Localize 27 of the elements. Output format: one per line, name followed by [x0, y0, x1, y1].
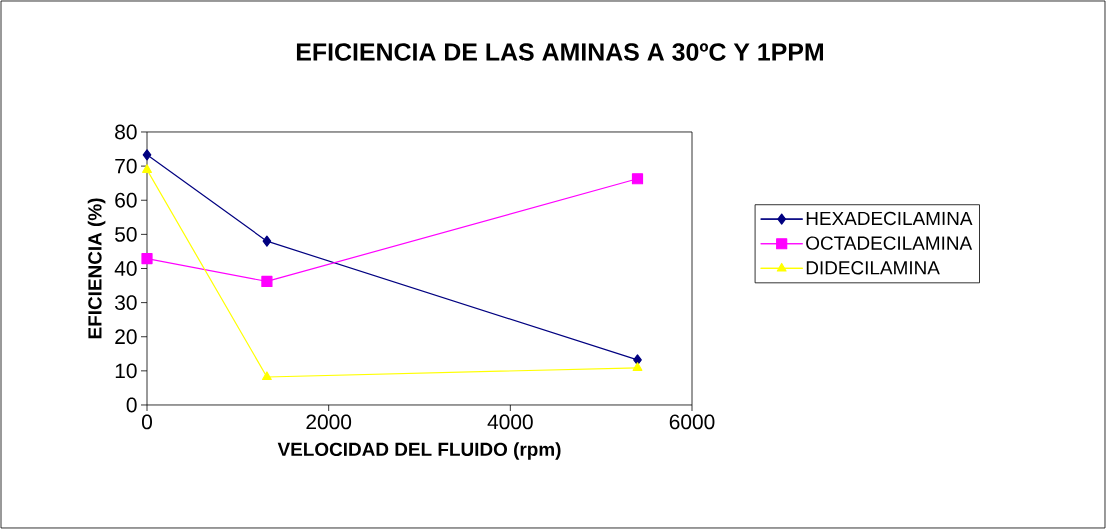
- legend-label: OCTADECILAMINA: [806, 236, 973, 250]
- x-tick-label: 6000: [669, 414, 715, 430]
- y-axis-title: EFICIENCIA (%): [87, 198, 106, 339]
- point: [261, 371, 272, 381]
- legend-label: HEXADECILAMINA: [806, 211, 973, 226]
- point: [142, 164, 152, 173]
- x-axis-title: VELOCIDAD DEL FLUIDO (rpm): [277, 442, 561, 460]
- point: [141, 252, 153, 265]
- x-tick-label: 0: [142, 414, 152, 430]
- y-tick-label: 80: [115, 124, 137, 140]
- y-tick-label: 60: [115, 192, 137, 208]
- y-tick-label: 0: [126, 397, 137, 413]
- legend-label: DIDECILAMINA: [806, 261, 940, 275]
- x-tick-label: 4000: [487, 414, 533, 430]
- y-tick-label: 20: [115, 329, 137, 345]
- point: [631, 173, 644, 185]
- point: [262, 235, 272, 247]
- chart-title: EFICIENCIA DE LAS AMINAS A 30ºC Y 1PPM: [296, 43, 823, 61]
- y-tick-label: 10: [115, 363, 137, 379]
- x-tick-label: 2000: [306, 414, 352, 430]
- y-tick-label: 30: [115, 295, 137, 311]
- point: [142, 149, 152, 161]
- y-tick-label: 40: [114, 261, 137, 276]
- y-tick-label: 70: [115, 158, 137, 174]
- point: [261, 275, 273, 288]
- y-tick-label: 50: [115, 226, 137, 242]
- point: [632, 362, 643, 371]
